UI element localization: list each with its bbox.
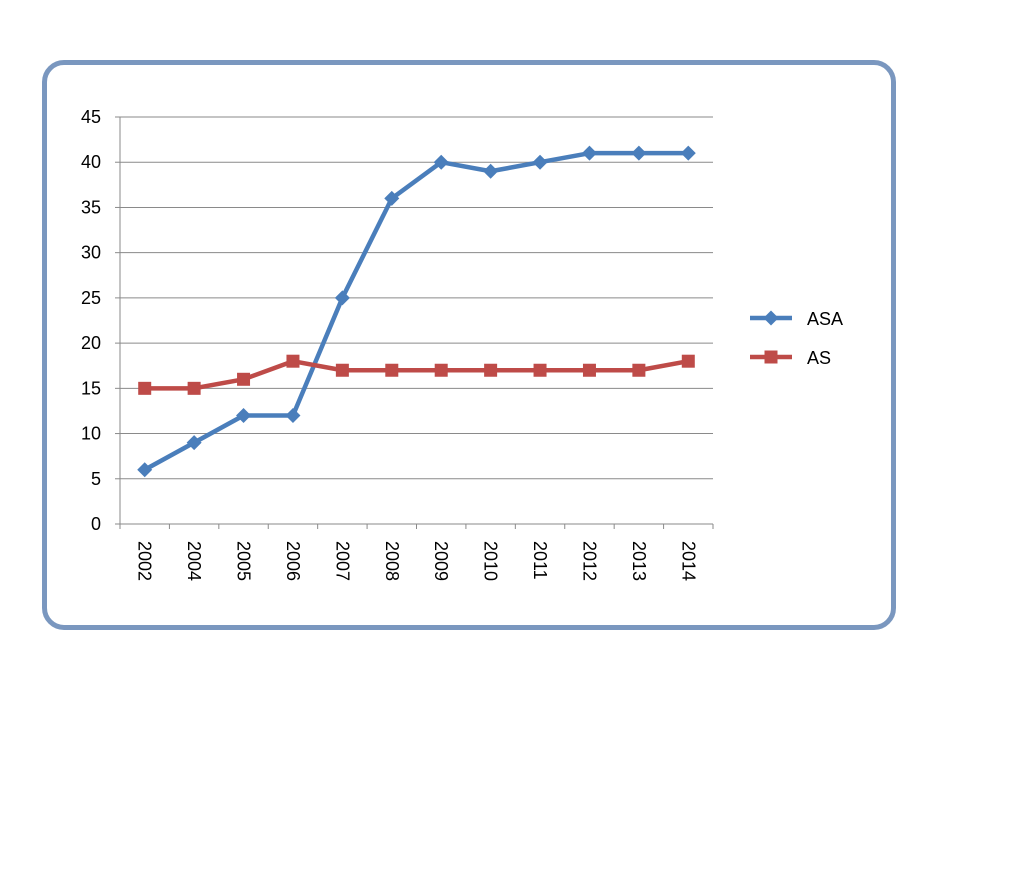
x-tick-label-2005: 2005 <box>234 541 254 581</box>
point-as-2014 <box>681 354 695 368</box>
point-asa-2010 <box>483 163 499 179</box>
legend-label-as: AS <box>807 348 831 368</box>
point-asa-2012 <box>581 145 597 161</box>
x-tick-labels: 2002 2004 2005 2006 2007 2008 2009 2010 2011 2012… <box>135 541 699 581</box>
point-as-2008 <box>385 363 399 377</box>
chart-frame <box>42 60 896 630</box>
point-asa-2006 <box>285 407 301 423</box>
point-as-2005 <box>237 372 251 386</box>
point-asa-2002 <box>137 462 153 478</box>
y-tick-label-45: 45 <box>81 107 101 127</box>
x-tick-label-2008: 2008 <box>382 541 402 581</box>
y-tick-label-20: 20 <box>81 333 101 353</box>
x-tick-label-2002: 2002 <box>135 541 155 581</box>
axes <box>115 116 714 529</box>
point-asa-2005 <box>236 407 252 423</box>
series <box>137 145 696 478</box>
point-as-2009 <box>434 363 448 377</box>
x-tick-label-2011: 2011 <box>530 541 550 580</box>
y-tick-label-35: 35 <box>81 197 101 217</box>
y-tick-label-0: 0 <box>91 514 101 534</box>
point-as-2013 <box>632 363 646 377</box>
x-tick-label-2010: 2010 <box>481 541 501 581</box>
y-tick-label-10: 10 <box>81 424 101 444</box>
x-tick-label-2006: 2006 <box>283 541 303 581</box>
y-tick-label-5: 5 <box>91 469 101 489</box>
point-as-2011 <box>533 363 547 377</box>
legend-marker-asa <box>763 310 779 326</box>
point-asa-2004 <box>186 435 202 451</box>
y-tick-label-15: 15 <box>81 378 101 398</box>
point-as-2006 <box>286 354 300 368</box>
y-tick-label-30: 30 <box>81 243 101 263</box>
x-tick-label-2013: 2013 <box>629 541 649 581</box>
point-as-2002 <box>138 381 152 395</box>
point-asa-2014 <box>680 145 696 161</box>
y-tick-labels: 0 5 10 15 20 25 30 35 40 45 <box>81 107 101 534</box>
y-tick-label-40: 40 <box>81 152 101 172</box>
point-as-2012 <box>582 363 596 377</box>
gridlines <box>120 116 713 480</box>
point-asa-2009 <box>433 154 449 170</box>
legend-marker-as <box>764 350 778 364</box>
point-asa-2013 <box>631 145 647 161</box>
legend: ASA AS <box>750 309 843 368</box>
series-line-as <box>142 358 691 391</box>
point-asa-2011 <box>532 154 548 170</box>
y-tick-label-25: 25 <box>81 288 101 308</box>
x-tick-label-2012: 2012 <box>579 541 599 581</box>
point-asa-2007 <box>334 290 350 306</box>
point-as-2007 <box>335 363 349 377</box>
x-tick-label-2014: 2014 <box>678 541 698 581</box>
x-tick-label-2007: 2007 <box>332 541 352 581</box>
point-asa-2008 <box>384 190 400 206</box>
legend-label-asa: ASA <box>807 309 843 329</box>
x-tick-label-2004: 2004 <box>184 541 204 581</box>
series-line-asa <box>142 150 691 472</box>
x-tick-label-2009: 2009 <box>431 541 451 581</box>
point-as-2004 <box>187 381 201 395</box>
point-as-2010 <box>484 363 498 377</box>
